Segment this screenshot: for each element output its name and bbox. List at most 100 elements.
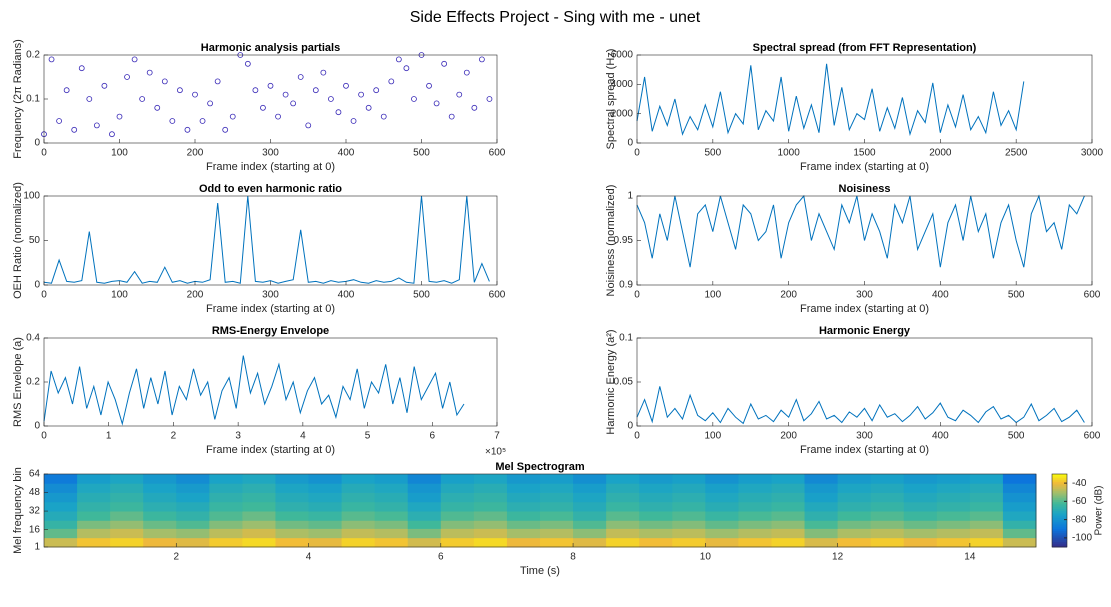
heatmap-cell (540, 483, 574, 493)
scatter-point (184, 126, 191, 133)
scatter-point (109, 131, 115, 138)
heatmap-cell (308, 537, 343, 548)
heatmap-cell (1002, 511, 1037, 521)
heatmap-cell (936, 511, 971, 521)
axes (43, 337, 498, 427)
heatmap-cell (903, 501, 938, 512)
heatmap-cell (407, 474, 442, 484)
x-tick-label: 2 (173, 552, 179, 563)
data-line (43, 355, 465, 426)
scatter-point (471, 104, 478, 111)
heatmap-cell (672, 474, 706, 484)
y-tick-label: 0 (34, 421, 40, 432)
heatmap-cell (969, 474, 1004, 484)
plot-area (44, 196, 497, 285)
colorbar-frame (1051, 473, 1068, 548)
scatter-point (441, 60, 448, 67)
colorbar-slice (1052, 486, 1067, 490)
scatter-point (305, 122, 312, 129)
heatmap-cell (143, 483, 177, 493)
heatmap-cell (573, 537, 607, 548)
heatmap-cell (209, 511, 243, 521)
scatter-point (192, 91, 198, 98)
scatter-point (139, 96, 146, 102)
y-tick-label: 0.95 (614, 235, 634, 246)
heatmap-cell (110, 501, 144, 512)
heatmap-cell (606, 511, 640, 521)
x-tick-label: 100 (111, 290, 128, 301)
y-axis-label: RMS Envelope (a) (12, 337, 24, 427)
x-tick-label: 500 (1008, 290, 1025, 301)
scatter-point (214, 78, 221, 85)
scatter-point (456, 91, 463, 98)
scatter-point (388, 78, 395, 85)
x-tick-label: 500 (704, 148, 721, 159)
heatmap-cell (969, 492, 1004, 503)
heatmap-cell (936, 501, 971, 512)
heatmap-cell (77, 528, 111, 539)
heatmap-cell (209, 492, 243, 503)
heatmap-cell (407, 501, 442, 512)
heatmap-cell (44, 501, 78, 512)
colorbar-slice (1052, 525, 1067, 528)
x-tick-label: 4 (300, 431, 306, 442)
heatmap-cell (242, 537, 276, 548)
heatmap-cell (870, 492, 905, 503)
x-axis-label: Frame index (starting at 0) (206, 161, 335, 173)
heatmap-cell (804, 501, 839, 512)
x-tick-label: 200 (780, 290, 797, 301)
heatmap-cell (506, 483, 541, 493)
heatmap-cell (738, 483, 772, 493)
x-tick-label: 200 (780, 431, 797, 442)
heatmap-cell (903, 492, 938, 503)
heatmap-cell (639, 492, 673, 503)
heatmap-cell (341, 511, 376, 521)
heatmap-cell (440, 501, 475, 512)
heatmap-cell (341, 537, 376, 548)
y-axis-label: Harmonic Energy (a²) (605, 329, 617, 434)
x-tick-label: 500 (413, 148, 430, 159)
heatmap-cell (242, 492, 276, 503)
scatter-point (207, 100, 214, 107)
heatmap-cell (341, 519, 376, 529)
colorbar-slice (1052, 505, 1067, 508)
heatmap-cell (473, 537, 508, 548)
y-tick-label: 0 (627, 138, 633, 149)
x-tick-label: 600 (1084, 290, 1101, 301)
plot-area (44, 338, 497, 426)
heatmap-cell (771, 483, 806, 493)
x-tick-label: 600 (1084, 431, 1101, 442)
heatmap-cell (1002, 519, 1037, 529)
heatmap-cell (275, 528, 310, 539)
scatter-point (169, 118, 176, 124)
heatmap-cell (110, 483, 144, 493)
scatter-point (290, 100, 297, 107)
scatter-point (86, 96, 93, 102)
colorbar-slice (1052, 499, 1067, 502)
scatter-point (448, 113, 455, 120)
heatmap-cell (242, 474, 276, 484)
heatmap-cell (77, 511, 111, 521)
heatmap-cell (407, 511, 442, 521)
heatmap-cell (176, 528, 210, 539)
heatmap-cell (374, 511, 409, 521)
heatmap-cell (44, 474, 78, 484)
y-tick-label: 0.1 (619, 333, 633, 344)
colorbar-slice (1052, 514, 1067, 517)
scatter-point (116, 113, 123, 120)
heatmap-cell (176, 483, 210, 493)
scatter-point (101, 82, 108, 89)
heatmap-cell (540, 519, 574, 529)
heatmap-cell (77, 474, 111, 484)
heatmap-cell (1002, 501, 1037, 512)
heatmap-cell (506, 501, 541, 512)
heatmap-cell (903, 528, 938, 539)
heatmap-cell (936, 537, 971, 548)
heatmap-cell (308, 492, 343, 503)
colorbar-slice (1052, 537, 1067, 541)
heatmap-cell (540, 511, 574, 521)
data-line (636, 63, 1025, 137)
heatmap-cell (473, 511, 508, 521)
heatmap-cell (870, 483, 905, 493)
